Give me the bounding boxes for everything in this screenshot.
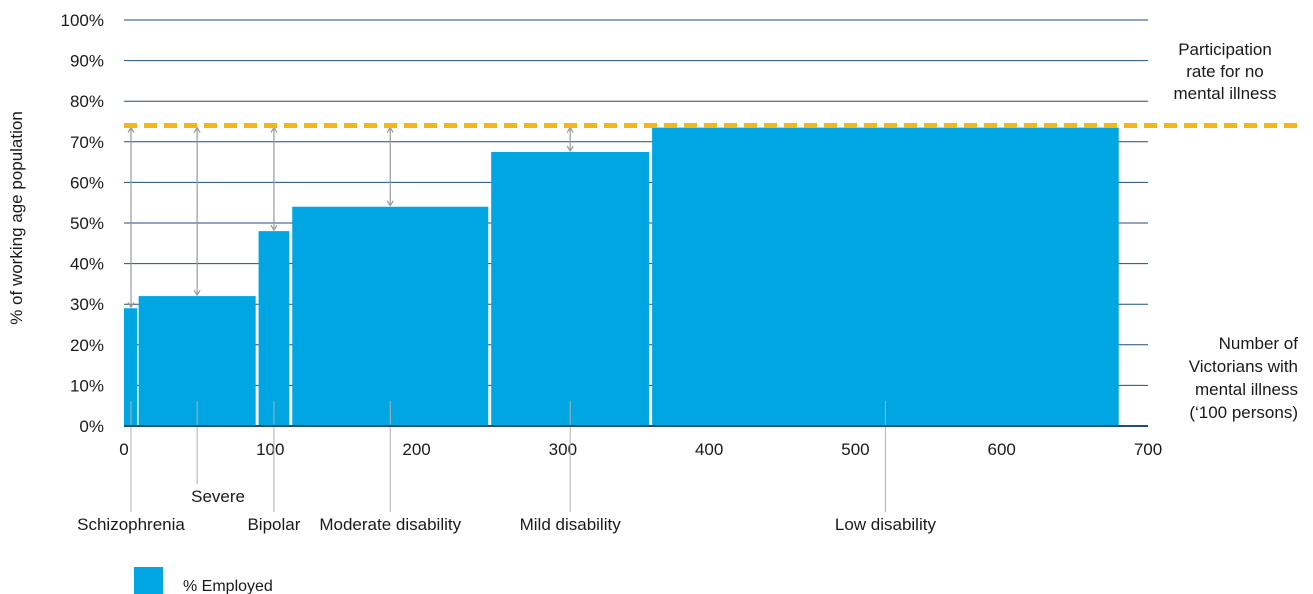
reference-label-line: Participation [1178,40,1272,59]
gap-arrow-head-bottom [270,224,278,232]
gap-arrows [127,126,574,309]
gap-arrow-head-bottom [566,145,574,153]
category-label: Low disability [835,515,937,534]
bar [491,151,650,426]
legend-label: % Employed [183,578,273,594]
legend-swatch [134,567,163,594]
gap-arrow-head-bottom [386,200,394,207]
gap-arrow [127,126,135,309]
y-tick-label: 50% [70,214,104,233]
x-tick-label: 100 [256,440,284,459]
y-tick-label: 10% [70,376,104,395]
category-label: Moderate disability [319,515,461,534]
gap-arrow [270,126,278,232]
x-axis-label-line: (‘100 persons) [1189,403,1298,422]
category-label-group: Mild disability [520,401,622,534]
y-tick-label: 40% [70,255,104,274]
category-label-group: Severe [191,401,245,506]
x-tick-label: 600 [988,440,1016,459]
category-label-group: Schizophrenia [77,401,185,534]
x-tick-label: 500 [841,440,869,459]
bar [258,231,290,426]
gap-arrow [386,126,394,207]
bars [124,127,1119,426]
gap-arrow-head-bottom [193,289,201,297]
y-tick-label: 70% [70,133,104,152]
y-tick-labels: 0% 10% 20% 30% 40% 50% 60% 70% 80% 90% 100% [61,11,104,436]
category-label: Schizophrenia [77,515,185,534]
y-axis-label: % of working age population [7,111,26,325]
category-label-group: Moderate disability [319,401,462,534]
y-tick-label: 90% [70,52,104,71]
gap-arrow [193,126,201,297]
x-tick-label: 0 [119,440,128,459]
category-label: Severe [191,487,245,506]
bar [292,206,489,426]
legend: % Employed [134,567,273,594]
y-tick-label: 60% [70,173,104,192]
category-label: Mild disability [520,515,622,534]
x-axis-label: Number of Victorians with mental illness (‘… [1189,334,1299,422]
bar [652,127,1119,426]
y-tick-label: 80% [70,92,104,111]
gap-arrow [566,126,574,153]
x-axis-label-line: mental illness [1195,380,1298,399]
x-tick-labels: 0 100 200 300 400 500 600 700 [119,440,1162,459]
bar [124,308,138,426]
y-tick-label: 30% [70,295,104,314]
gap-arrow-head-bottom [127,301,135,309]
x-tick-label: 700 [1134,440,1162,459]
x-tick-label: 300 [549,440,577,459]
category-label-group: Low disability [835,401,937,534]
reference-line-label: Participation rate for no mental illness [1174,40,1277,103]
category-label-group: Bipolar [247,401,301,534]
reference-label-line: mental illness [1174,84,1277,103]
category-label: Bipolar [247,515,300,534]
x-tick-label: 400 [695,440,723,459]
reference-label-line: rate for no [1186,62,1264,81]
x-axis-label-line: Victorians with [1189,357,1298,376]
x-tick-label: 200 [402,440,430,459]
gap-arrow-head-top [193,126,201,133]
y-tick-label: 100% [61,11,104,30]
y-tick-label: 0% [79,417,104,436]
y-tick-label: 20% [70,336,104,355]
x-axis-label-line: Number of [1219,334,1299,353]
